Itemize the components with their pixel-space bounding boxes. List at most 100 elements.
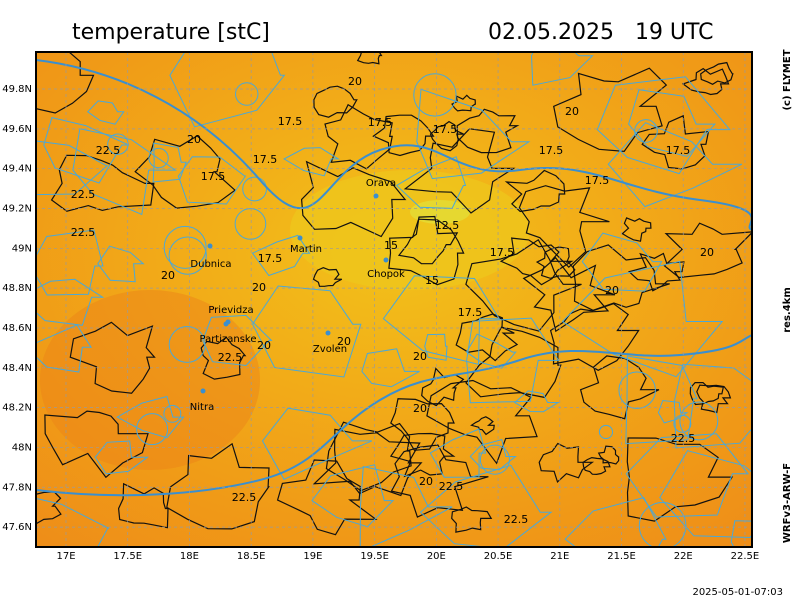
contour-line (455, 313, 519, 362)
border-line (94, 440, 150, 475)
contour-line (582, 456, 611, 476)
airspace-circle (618, 371, 656, 409)
border-line (152, 142, 187, 183)
contour-line (390, 444, 489, 518)
border-line (673, 363, 752, 449)
contour-line (117, 482, 169, 529)
contour-label: 22.5 (232, 491, 257, 504)
border-line (177, 156, 247, 205)
city-label: Chopok (367, 269, 405, 280)
run-time: 2025-05-01-07:03 (692, 587, 783, 598)
border-line (252, 285, 362, 378)
contour-line (134, 135, 236, 209)
border-line (86, 100, 125, 125)
border-line (43, 117, 130, 184)
contour-line (518, 185, 610, 269)
lon-tick-label: 20E (427, 551, 446, 562)
city-label: Nitra (190, 402, 214, 413)
resolution: res.4km (782, 287, 793, 333)
contour-label: 20 (413, 350, 427, 363)
city-marker (383, 257, 389, 263)
airspace-circle (598, 424, 614, 440)
airspace-circle (168, 236, 207, 275)
airspace-circle (638, 501, 687, 547)
lon-tick-label: 17.5E (113, 551, 142, 562)
contour-line (663, 222, 752, 279)
border-line (36, 278, 105, 326)
contour-line (621, 217, 652, 242)
border-line (465, 333, 517, 369)
border-line (36, 140, 109, 196)
lon-tick-label: 17E (56, 551, 75, 562)
border-line (283, 147, 341, 177)
lat-tick-label: 48.6N (2, 323, 32, 334)
contour-line (429, 120, 464, 152)
border-line (469, 438, 517, 471)
contour-line (689, 382, 725, 406)
lon-tick-label: 21.5E (607, 551, 636, 562)
lon-tick-label: 18E (180, 551, 199, 562)
contour-line (421, 367, 465, 407)
airspace-circle (168, 326, 206, 363)
contour-label: 15 (425, 274, 439, 287)
city-marker (207, 243, 213, 249)
contour-line (626, 437, 734, 522)
border-line (36, 229, 104, 296)
contour-line (276, 459, 378, 536)
credit: (c) FLYMET (782, 49, 793, 110)
lat-tick-label: 49.8N (2, 84, 32, 95)
city-label: Zvolen (313, 344, 347, 355)
border-line (659, 450, 752, 539)
contour-label: 17.5 (201, 170, 226, 183)
border-line (628, 89, 716, 157)
contour-line (44, 410, 149, 479)
model-name: WRFv3-ARW-F (782, 463, 793, 543)
contour-label: 22.5 (218, 351, 243, 364)
contour-label: 20 (257, 339, 271, 352)
contour-label: 17.5 (458, 306, 483, 319)
contour-line (403, 128, 516, 214)
contour-label: 20 (605, 284, 619, 297)
contour-label: 17.5 (433, 123, 458, 136)
airspace-circle (634, 119, 658, 143)
border-line (730, 520, 752, 547)
contour-line (324, 103, 393, 170)
airspace-circle (679, 401, 719, 441)
cold-core (410, 200, 470, 224)
contour-line (465, 238, 582, 332)
contour-line (36, 491, 62, 525)
city-label: Martin (290, 244, 322, 255)
contour-line (388, 218, 465, 286)
contour-line (470, 416, 495, 436)
border-line (513, 390, 560, 413)
map-title: temperature [stC] (72, 20, 270, 45)
airspace-circle (148, 147, 169, 169)
contour-line (451, 506, 493, 533)
contour-label: 17.5 (278, 115, 303, 128)
border-line (625, 433, 749, 518)
contour-label: 22.5 (439, 480, 464, 493)
border-line (116, 395, 185, 439)
border-line (607, 122, 743, 208)
lat-tick-label: 48.2N (2, 403, 32, 414)
airspace-circle (235, 82, 259, 106)
contour-line (535, 246, 576, 279)
contour-line (572, 244, 670, 311)
border-line (466, 317, 560, 404)
lon-tick-label: 21E (550, 551, 569, 562)
contour-line (700, 61, 734, 85)
contour-label: 22.5 (71, 188, 96, 201)
lon-tick-label: 22E (674, 551, 693, 562)
lon-tick-label: 19.5E (360, 551, 389, 562)
airspace-circle (107, 133, 129, 155)
border-line (251, 234, 311, 277)
contour-label: 17.5 (258, 252, 283, 265)
lat-tick-label: 48.4N (2, 363, 32, 374)
contour-label: 17.5 (539, 144, 564, 157)
border-main (36, 59, 752, 231)
border-line (596, 76, 731, 175)
contour-label: 20 (161, 269, 175, 282)
city-label: Dubnica (190, 259, 231, 270)
contour-label: 20 (419, 475, 433, 488)
